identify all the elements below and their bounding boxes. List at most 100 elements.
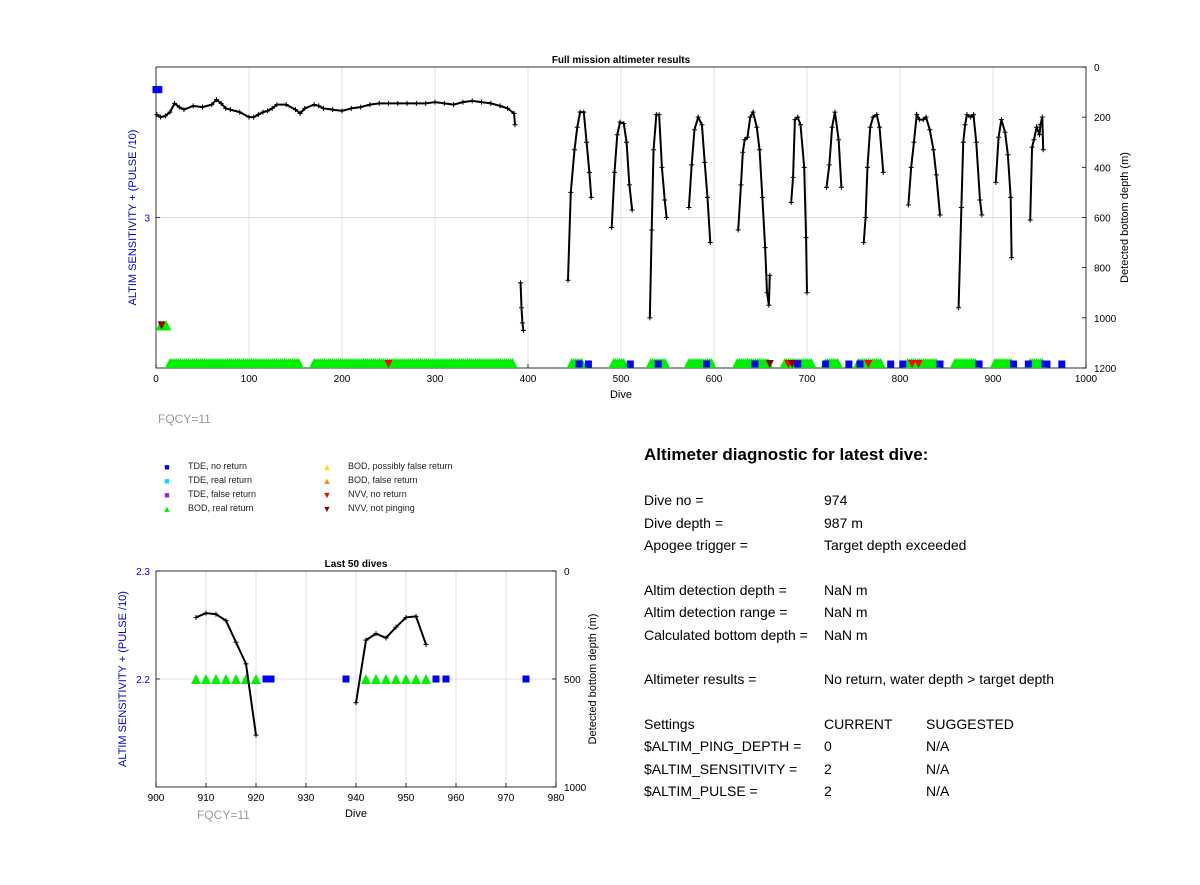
x-tick-label: 960: [448, 793, 465, 804]
tde-no-return-marker: [1043, 360, 1051, 368]
y-right-axis-label: Detected bottom depth (m): [587, 614, 599, 745]
dive-no-label: Dive no =: [644, 492, 704, 508]
y-right-tick-label: 800: [1094, 264, 1111, 275]
bod-real-return-marker: [191, 674, 201, 684]
bod-real-return-marker: [221, 674, 231, 684]
sensitivity-suggested: N/A: [926, 760, 950, 777]
x-tick-label: 600: [706, 374, 723, 385]
x-tick-label: 910: [198, 793, 215, 804]
tde-no-return-marker: [845, 360, 853, 368]
depth-line: [610, 120, 634, 228]
detect-range-row: Altim detection range = NaN m: [644, 601, 1184, 624]
x-tick-label: 900: [985, 374, 1002, 385]
legend-label: NVV, not pinging: [348, 503, 415, 513]
apogee-label: Apogee trigger =: [644, 537, 748, 553]
y-right-tick-label: 0: [564, 567, 570, 578]
square-marker-icon: ■: [164, 489, 170, 500]
x-tick-label: 930: [298, 793, 315, 804]
depth-line: [519, 282, 525, 331]
pulse-current: 2: [824, 783, 832, 799]
calc-depth-label: Calculated bottom depth =: [644, 626, 808, 643]
ping-depth-current: 0: [824, 738, 832, 754]
tde-no-return-marker: [975, 360, 983, 368]
bod-real-return-marker: [391, 674, 401, 684]
legend-item: ■ TDE, false return: [160, 488, 256, 500]
depth-line: [156, 98, 516, 125]
detect-depth-row: Altim detection depth = NaN m: [644, 579, 1184, 602]
nvv-no-return-marker: [908, 360, 917, 368]
triangle-down-marker-icon: ▼: [322, 489, 332, 500]
y-left-axis-label: ALTIM SENSITIVITY + (PULSE /10): [117, 591, 129, 767]
suggested-label: SUGGESTED: [926, 715, 1014, 732]
tde-no-return-marker: [155, 86, 163, 94]
nvv-no-return-marker: [384, 360, 393, 368]
settings-header-row: Settings CURRENT SUGGESTED: [644, 713, 1184, 736]
bod-real-return-marker: [618, 358, 629, 368]
tde-no-return-marker: [262, 675, 270, 683]
triangle-up-marker-icon: ▲: [162, 503, 172, 514]
chart-title: Last 50 dives: [325, 559, 388, 570]
legend-item: ▲ BOD, possibly false return: [320, 460, 453, 472]
tde-no-return-marker: [887, 360, 895, 368]
legend-label: TDE, false return: [188, 489, 257, 499]
depth-line: [957, 112, 983, 308]
sensitivity-label: $ALTIM_SENSITIVITY =: [644, 760, 798, 777]
tde-no-return-marker: [442, 675, 450, 683]
fqcy-label-bottom: FQCY=11: [197, 808, 250, 822]
bod-real-return-marker: [832, 358, 843, 368]
apogee-value: Target depth exceeded: [824, 537, 967, 553]
y-right-tick-label: 400: [1094, 163, 1111, 174]
nvv-no-return-marker: [914, 360, 923, 368]
bod-real-return-marker: [806, 358, 817, 368]
tde-no-return-marker: [342, 675, 350, 683]
detect-range-label: Altim detection range =: [644, 604, 788, 620]
bod-real-return-marker: [381, 674, 391, 684]
legend-label: BOD, possibly false return: [348, 461, 453, 471]
x-tick-label: 1000: [1075, 374, 1098, 385]
depth-line: [355, 615, 427, 703]
legend-label: TDE, no return: [188, 461, 248, 471]
depth-line: [195, 612, 257, 736]
y-left-axis-label: ALTIM SENSITIVITY + (PULSE /10): [127, 130, 139, 306]
depth-line: [737, 109, 771, 306]
tde-no-return-marker: [1009, 360, 1017, 368]
pulse-row: $ALTIM_PULSE = 2 N/A: [644, 780, 1184, 803]
triangle-up-marker-icon: ▲: [322, 475, 332, 486]
x-tick-label: 300: [427, 374, 444, 385]
nvv-not-pinging-marker: [765, 360, 774, 368]
tde-no-return-marker: [936, 360, 944, 368]
tde-no-return-marker: [822, 360, 830, 368]
x-tick-label: 100: [241, 374, 258, 385]
y-right-tick-label: 500: [564, 675, 581, 686]
nvv-not-pinging-marker: [157, 321, 166, 330]
dive-depth-label: Dive depth =: [644, 514, 723, 531]
depth-line: [825, 111, 843, 188]
x-tick-label: 0: [153, 374, 159, 385]
depth-line: [1029, 116, 1045, 221]
bod-real-return-marker: [161, 320, 172, 331]
tde-no-return-marker: [1024, 360, 1032, 368]
x-axis-label: Dive: [610, 389, 632, 401]
y-right-tick-label: 200: [1094, 113, 1111, 124]
x-tick-label: 700: [799, 374, 816, 385]
y-right-tick-label: 600: [1094, 214, 1111, 225]
x-tick-label: 950: [398, 793, 415, 804]
tde-no-return-marker: [899, 360, 907, 368]
calc-depth-value: NaN m: [824, 626, 868, 643]
legend-item: ▲ BOD, false return: [320, 474, 418, 486]
x-tick-label: 920: [248, 793, 265, 804]
ping-depth-row: $ALTIM_PING_DEPTH = 0 N/A: [644, 735, 1184, 758]
nvv-no-return-marker: [864, 360, 873, 368]
legend-label: NVV, no return: [348, 489, 407, 499]
y-right-tick-label: 1000: [1094, 314, 1117, 325]
x-tick-label: 800: [892, 374, 909, 385]
dive-no-row: Dive no = 974: [644, 489, 1184, 512]
bod-real-return-marker: [251, 674, 261, 684]
tde-no-return-marker: [703, 360, 711, 368]
legend-item: ▲ BOD, real return: [160, 502, 254, 514]
legend-item: ▼ NVV, not pinging: [320, 502, 415, 514]
x-tick-label: 500: [613, 374, 630, 385]
square-marker-icon: ■: [164, 475, 170, 486]
x-tick-label: 940: [348, 793, 365, 804]
